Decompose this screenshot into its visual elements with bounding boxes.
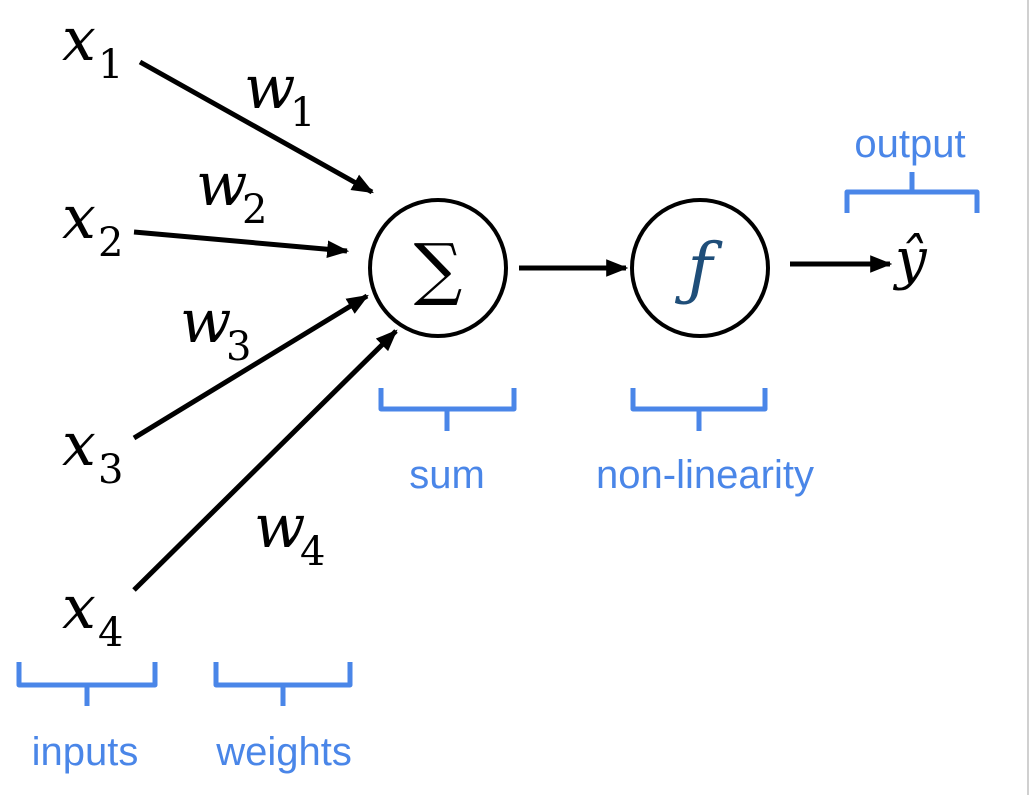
weight-w2: w 2 xyxy=(196,150,267,233)
edge-x2-to-sum xyxy=(133,229,350,259)
sum-label: sum xyxy=(409,453,485,497)
input-subscript: 3 xyxy=(98,447,123,493)
weight-symbol: w xyxy=(244,53,295,123)
weight-symbol: w xyxy=(196,150,247,220)
input-subscript: 2 xyxy=(98,220,123,266)
inputs-label: inputs xyxy=(32,730,139,774)
activation-node xyxy=(630,198,770,338)
input-x3: x 3 xyxy=(62,410,123,493)
weights-brace xyxy=(213,662,353,706)
weight-w1: w 1 xyxy=(244,53,315,136)
output-label: output xyxy=(854,122,965,166)
weight-subscript: 1 xyxy=(290,90,315,136)
weight-symbol: w xyxy=(254,492,305,562)
weight-subscript: 3 xyxy=(226,324,251,370)
non-linearity-brace xyxy=(630,388,768,431)
weight-subscript: 4 xyxy=(300,529,325,575)
output-y-hat: ŷ xyxy=(892,227,928,292)
output-brace xyxy=(844,172,980,213)
input-symbol: x xyxy=(62,183,96,253)
sum-node xyxy=(368,198,508,338)
non-linearity-label: non-linearity xyxy=(596,453,814,497)
sum-symbol: ∑ xyxy=(414,230,463,309)
input-subscript: 4 xyxy=(98,610,123,656)
input-subscript: 1 xyxy=(98,42,123,88)
weight-subscript: 2 xyxy=(242,187,267,233)
weights-label: weights xyxy=(215,730,352,774)
edge-x3-to-sum xyxy=(132,293,369,441)
edge-x1-to-sum xyxy=(138,59,374,195)
inputs-brace xyxy=(16,662,158,706)
weight-w4: w 4 xyxy=(254,492,325,575)
weight-w3: w 3 xyxy=(180,287,251,370)
input-x4: x 4 xyxy=(62,573,123,656)
input-x1: x 1 xyxy=(62,5,123,88)
weight-symbol: w xyxy=(180,287,231,357)
sum-brace xyxy=(378,388,517,431)
input-symbol: x xyxy=(62,573,96,643)
input-symbol: x xyxy=(62,410,96,480)
input-x2: x 2 xyxy=(62,183,123,266)
edge-x4-to-sum xyxy=(132,329,398,592)
input-symbol: x xyxy=(62,5,96,75)
